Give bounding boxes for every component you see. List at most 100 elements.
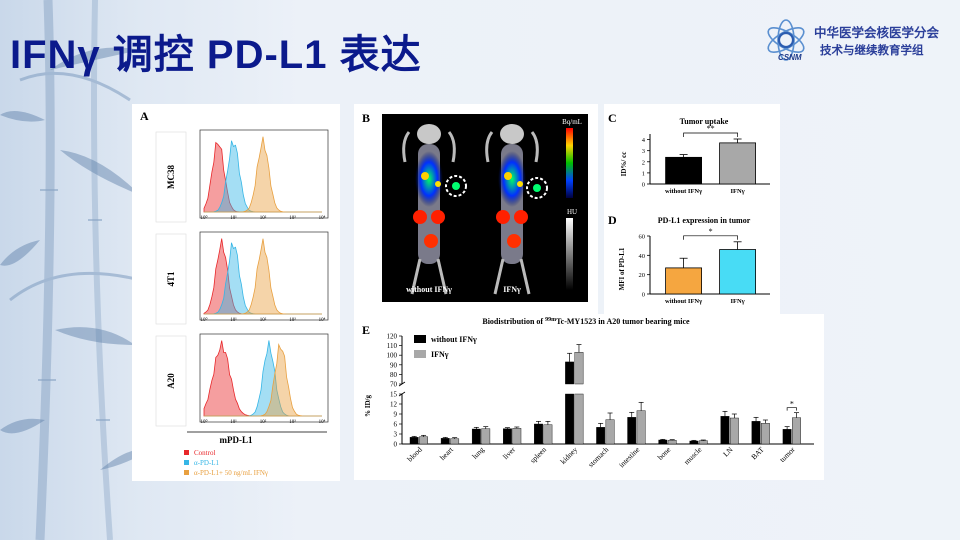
bar [440,438,450,445]
tick-label: 10⁴ [319,215,326,221]
mouse-scan-ifn [485,124,548,295]
bar [729,417,739,445]
y-tick-label: 110 [387,342,398,350]
tick-label: 10⁰ [200,419,207,425]
y-tick-label: 3 [394,431,398,439]
category-label: intestine [617,445,642,470]
panel-a-legend: Control α-PD-L1 α-PD-L1+ 50 ng/mL IFNγ [184,449,268,477]
scan-label-without-ifn: without IFNγ [406,285,452,294]
org-subgroup: 技术与继续教育学组 [820,43,924,57]
legend-label: without IFNγ [431,335,477,344]
significance-mark: * [790,400,794,409]
bar-1 [719,142,756,185]
legend-label-anti-pdl1: α-PD-L1 [194,459,220,467]
y-tick-label: 12 [390,401,398,409]
category-label: without IFNγ [665,298,702,305]
tick-label: 10⁴ [319,317,326,323]
category-label: stomach [586,445,610,469]
legend-label: IFNγ [431,350,449,359]
bar [481,428,491,445]
y-tick-label: 15 [390,391,398,399]
y-tick-label: 4 [642,137,646,144]
bar [761,423,770,445]
panel-a-letter: A [140,109,149,123]
row-label-mc38: MC38 [166,165,176,189]
bar-upper-segment [565,361,574,385]
scan-background [382,114,588,302]
y-tick-label: 3 [642,148,645,155]
bar [751,421,761,445]
org-logo: CSNM 中华医学会核医学分会 技术与继续教育学组 [762,16,952,68]
bar [689,440,699,445]
bamboo-decoration [0,0,150,540]
y-tick-label: 80 [390,371,398,379]
tick-label: 10² [260,215,267,221]
histogram-frame [199,333,329,423]
legend-swatch-control [184,450,189,455]
tumor-circle [526,177,548,199]
bar [512,428,522,445]
category-label: IFNγ [730,298,744,305]
category-label: BAT [749,445,766,462]
tick-label: 10³ [289,419,296,425]
category-label: IFNγ [730,188,744,195]
bar [543,424,553,445]
significance-bracket [786,407,797,411]
category-label: heart [438,444,456,462]
category-label: kidney [558,445,579,466]
legend-label-anti-pdl1-ifn: α-PD-L1+ 50 ng/mL IFNγ [194,469,268,477]
y-tick-label: 100 [387,352,398,360]
tick-label: 10⁰ [200,215,207,221]
legend-swatch-anti-pdl1-ifn [184,470,189,475]
bar [503,428,512,445]
category-label: muscle [682,445,704,467]
panel-e-ylabel: % ID/g [364,395,372,417]
row-label-4t1: 4T1 [166,271,176,287]
panel-d-ylabel: MFI of PD-L1 [618,247,626,290]
significance-mark: * [709,227,713,236]
scale-hu-label: HU [567,208,577,216]
hu-colorbar [566,218,573,290]
y-tick-label: 90 [390,361,398,369]
bar [658,439,668,445]
bar-1 [719,249,756,295]
bar [409,437,419,445]
panel-c-letter: C [608,111,617,125]
significance-bracket [683,132,738,137]
bar [720,416,730,445]
panel-a-flow-cytometry: A MC38 10⁰ 10¹ 10² 10³ 10⁴ 4T1 10⁰ 10¹ 10² 10³ 10⁴ A… [132,104,340,481]
tick-label: 10⁴ [319,419,326,425]
category-label: blood [405,445,424,464]
y-tick-label: 0 [642,292,645,299]
y-tick-label: 70 [390,381,398,389]
histogram-curve [204,343,322,417]
category-label: tumor [778,445,797,464]
y-tick-label: 1 [642,170,645,177]
tick-label: 10⁰ [200,317,207,323]
scale-bq-label: Bq/mL [562,118,582,126]
bar-0 [665,267,702,295]
row-label-box [155,131,187,223]
tick-label: 10³ [289,215,296,221]
category-label: lung [470,445,486,461]
category-label: LN [721,445,735,459]
tick-label: 10¹ [230,215,237,221]
bar [636,410,646,445]
panel-e-title: Biodistribution of 99mTc-MY1523 in A20 t… [482,317,690,326]
slide-title: IFNγ 调控 PD-L1 表达 [10,33,422,77]
tick-label: 10³ [289,317,296,323]
panel-c-title: Tumor uptake [680,117,729,126]
bar [534,423,543,445]
legend-swatch [414,335,426,343]
y-tick-label: 60 [639,234,646,241]
category-label: liver [501,445,517,461]
panel-d-title: PD-L1 expression in tumor [658,216,751,225]
mouse-scan-without-ifn [402,124,467,295]
atom-logo-icon [767,19,805,61]
bar [605,419,615,445]
y-tick-label: 40 [639,253,646,260]
y-tick-label: 2 [642,159,645,166]
bar-upper-segment [574,352,584,385]
bar [667,440,677,445]
bar [471,428,481,445]
